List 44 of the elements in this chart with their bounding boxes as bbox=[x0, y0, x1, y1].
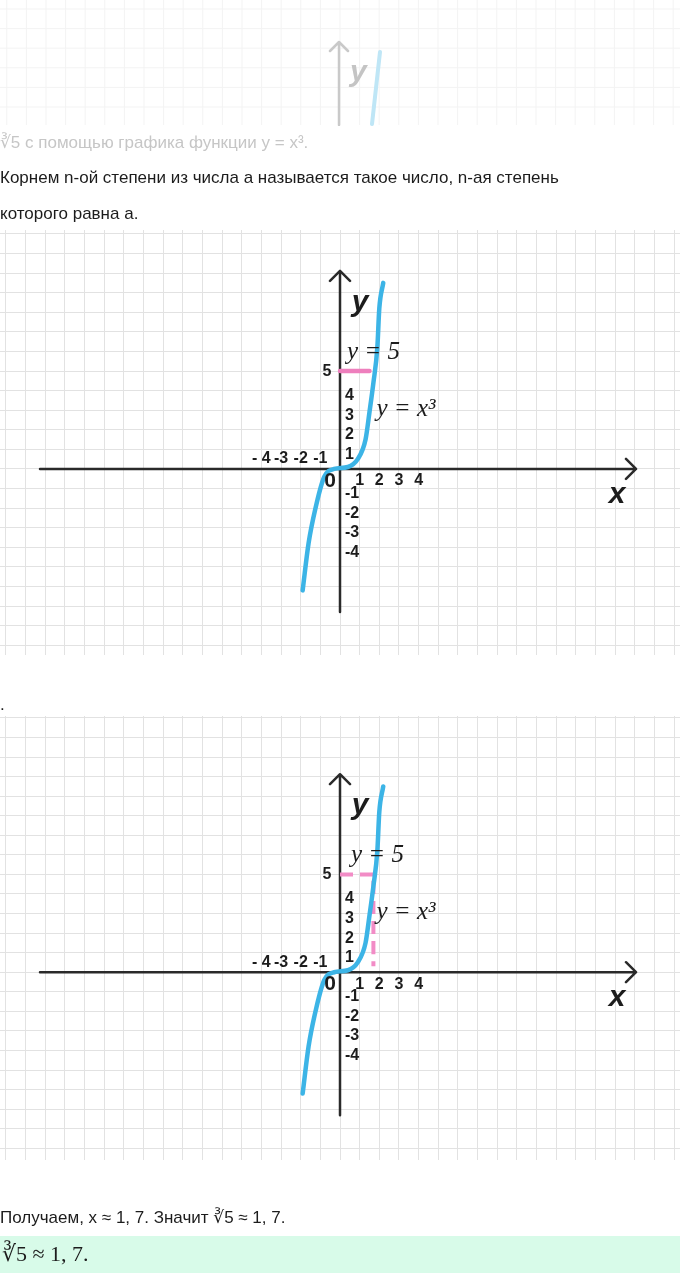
annotation: 5 bbox=[322, 362, 332, 380]
y-tick-label: 4 bbox=[345, 889, 354, 907]
y-tick-label: 3 bbox=[345, 908, 354, 926]
y-tick-label: 2 bbox=[345, 425, 354, 443]
x2-tick-label: -2 bbox=[293, 449, 308, 467]
x-tick-label: 0 bbox=[324, 971, 336, 995]
y-tick-label: 2 bbox=[345, 928, 354, 946]
text: . bbox=[0, 694, 5, 716]
y-axis-title: y bbox=[349, 284, 370, 318]
y-tick-label: -3 bbox=[345, 1026, 360, 1044]
x2-tick-label: - 4 bbox=[252, 449, 271, 467]
x2-tick-label: -3 bbox=[273, 449, 289, 467]
y-tick-label: 1 bbox=[345, 948, 354, 966]
x-axis-title: x bbox=[606, 476, 627, 510]
x-tick-label: 4 bbox=[414, 974, 424, 992]
text: Получаем, x ≈ 1, 7. Значит ∛5 ≈ 1, 7. bbox=[0, 1206, 286, 1229]
annotation: 5 bbox=[322, 865, 332, 883]
x2-tick-label: -1 bbox=[313, 952, 328, 970]
x2-tick-label: -1 bbox=[313, 449, 328, 467]
x2-tick-label: -3 bbox=[273, 952, 289, 970]
y-tick-label: 4 bbox=[345, 386, 354, 404]
y-tick-label: -2 bbox=[345, 1006, 360, 1024]
x-tick-label: 2 bbox=[374, 974, 384, 992]
y-tick-label: -4 bbox=[345, 1045, 360, 1063]
series-label: y = x³ bbox=[373, 393, 437, 421]
x-tick-label: 3 bbox=[394, 471, 404, 489]
x-tick-label: 0 bbox=[324, 467, 336, 491]
x2-tick-label: -2 bbox=[293, 952, 308, 970]
y-tick-label: 3 bbox=[345, 405, 354, 423]
text: y bbox=[350, 54, 367, 88]
y-axis-title: y bbox=[349, 787, 370, 821]
x-tick-label: 3 bbox=[394, 974, 404, 992]
chart-title: ∛5 с помощью графика функции y = x³. bbox=[0, 131, 309, 154]
series-label: y = x³ bbox=[373, 897, 437, 925]
x2-tick-label: - 4 bbox=[252, 952, 271, 970]
x-tick-label: 4 bbox=[414, 471, 424, 489]
x-axis-title: x bbox=[606, 979, 627, 1013]
x-tick-label: 2 bbox=[374, 471, 384, 489]
y-tick-label: -3 bbox=[345, 523, 360, 541]
text: ∛5 ≈ 1, 7. bbox=[2, 1241, 89, 1267]
y-tick-label: 1 bbox=[345, 444, 354, 462]
y-tick-label: -2 bbox=[345, 503, 360, 521]
chart-subtitle: Корнем n-ой степени из числа a называется такое число, n-ая степень которого равна a. bbox=[0, 167, 560, 225]
y-tick-label: -4 bbox=[345, 542, 360, 560]
